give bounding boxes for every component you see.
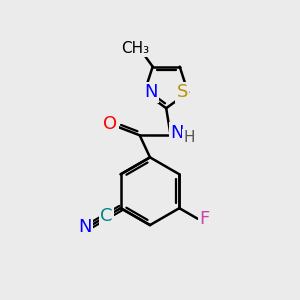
Text: C: C [100, 207, 113, 225]
Text: S: S [176, 83, 188, 101]
Text: CH₃: CH₃ [121, 41, 149, 56]
Text: F: F [200, 211, 210, 229]
Text: H: H [183, 130, 195, 145]
Text: N: N [170, 124, 184, 142]
Text: N: N [144, 83, 158, 101]
Text: O: O [103, 115, 117, 133]
Text: N: N [78, 218, 92, 236]
